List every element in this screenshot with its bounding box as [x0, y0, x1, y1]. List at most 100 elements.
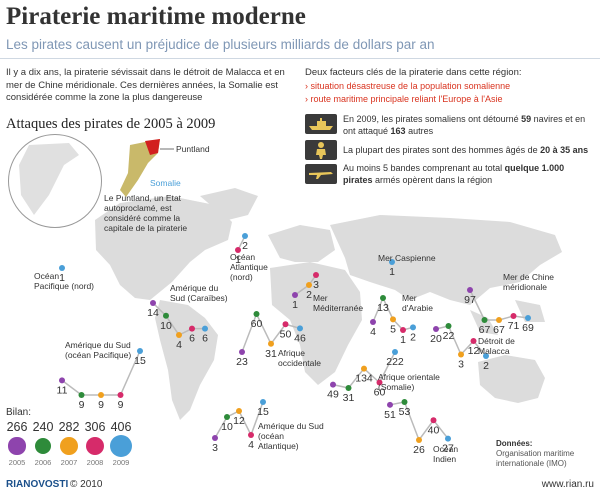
- region-point: [297, 325, 303, 332]
- label-afrique-orientale: Afrique orientale (Somalie): [378, 372, 440, 392]
- puntland-note: Le Puntland, un Etat autoproclamé, est c…: [104, 193, 188, 233]
- region-point: [525, 315, 531, 321]
- puntland-label: Puntland: [176, 144, 210, 154]
- bilan-year: 2005: [8, 458, 26, 467]
- region-point: [78, 392, 85, 398]
- region-point: [410, 324, 416, 331]
- factor-item: › route maritime principale reliant l'Eu…: [305, 94, 503, 104]
- factor-item: › situation désastreuse de la population…: [305, 81, 511, 91]
- label-chine-meridionale: Mer de Chine méridionale: [503, 272, 555, 292]
- region-value-label: 67: [479, 324, 491, 336]
- region-point: [117, 392, 124, 398]
- somalia-shape: [120, 139, 174, 197]
- region-value-label: 49: [327, 389, 339, 401]
- page-title: Piraterie maritime moderne: [6, 3, 306, 30]
- region-point: [306, 282, 312, 288]
- region-point: [430, 417, 437, 424]
- region-value-label: 9: [118, 399, 124, 411]
- region-point: [224, 414, 230, 420]
- region-point: [376, 379, 383, 386]
- region-point: [392, 349, 398, 355]
- region-point: [313, 272, 319, 278]
- region-point: [467, 287, 473, 293]
- region-point: [260, 399, 266, 405]
- rifle-icon: [305, 164, 337, 184]
- region-value-label: 10: [221, 421, 233, 433]
- region-value-label: 12: [468, 345, 480, 357]
- region-value-label: 2: [410, 331, 416, 343]
- label-mediterranee: Mer Méditerranée: [313, 293, 364, 313]
- pirate-man-icon: [305, 140, 337, 160]
- rianovosti-logo: RIANOVOSTI: [6, 479, 69, 490]
- label-pacifique-nord: Océan Pacifique (nord): [34, 271, 95, 291]
- bilan-year: 2007: [60, 458, 78, 467]
- bilan-year: 2009: [112, 458, 130, 467]
- region-point: [483, 353, 489, 359]
- region-value-label: 4: [176, 339, 182, 351]
- region-point: [163, 312, 169, 319]
- bilan-year: 2008: [86, 458, 104, 467]
- region-point: [59, 377, 65, 384]
- label-caspienne: Mer Caspienne: [378, 253, 436, 263]
- region-value-label: 22: [443, 330, 455, 342]
- region-point: [268, 340, 274, 347]
- region-point: [345, 385, 352, 391]
- fact-age: La plupart des pirates sont des hommes â…: [343, 145, 589, 155]
- region-value-label: 1: [59, 272, 65, 284]
- label-atlantique-nord: Océan Atlantique (nord): [230, 252, 268, 282]
- bilan-dot: [8, 437, 26, 455]
- bilan-value: 240: [32, 420, 54, 434]
- region-point: [150, 300, 156, 306]
- bilan-title: Bilan:: [6, 407, 32, 418]
- header-divider: [0, 58, 600, 59]
- somalie-label: Somalie: [150, 178, 181, 188]
- region-point: [248, 432, 254, 438]
- bilan-dot: [34, 437, 52, 455]
- bilan-dot: [110, 435, 132, 457]
- region-point: [292, 292, 298, 298]
- region-value-label: 40: [428, 424, 440, 436]
- region-point: [445, 435, 451, 442]
- factors-title: Deux facteurs clés de la piraterie dans …: [305, 67, 522, 78]
- region-value-label: 69: [522, 322, 534, 334]
- region-value-label: 222: [386, 356, 404, 368]
- region-value-label: 31: [343, 392, 355, 404]
- label-ocean-indien: Océan Indien: [433, 444, 459, 464]
- region-point: [389, 259, 395, 265]
- region-point: [458, 351, 464, 358]
- sources: Données: Organisation maritime internatio…: [496, 439, 575, 468]
- region-value-label: 27: [442, 443, 454, 455]
- region-value-label: 23: [236, 356, 248, 368]
- region-value-label: 20: [430, 333, 442, 345]
- section-title: Attaques des pirates de 2005 à 2009: [6, 116, 216, 132]
- region-value-label: 1: [400, 334, 406, 346]
- region-point: [510, 313, 517, 319]
- region-point: [98, 392, 104, 398]
- region-value-label: 6: [189, 333, 195, 345]
- region-point: [330, 381, 336, 388]
- region-value-label: 50: [280, 328, 292, 340]
- region-point: [390, 316, 396, 323]
- region-value-label: 15: [257, 406, 269, 418]
- bilan-value: 406: [110, 420, 132, 434]
- region-value-label: 10: [160, 320, 172, 332]
- region-point: [400, 327, 406, 333]
- region-value-label: 60: [374, 387, 386, 399]
- region-point: [445, 323, 452, 329]
- region-point: [235, 247, 241, 253]
- region-value-label: 31: [265, 348, 277, 360]
- region-point: [481, 317, 488, 323]
- source-url: www.rian.ru: [541, 479, 594, 490]
- region-value-label: 3: [212, 442, 218, 454]
- region-point: [236, 408, 242, 414]
- region-value-label: 134: [355, 373, 373, 385]
- region-value-label: 4: [370, 326, 376, 338]
- region-point: [137, 348, 143, 354]
- region-value-label: 67: [493, 324, 505, 336]
- region-value-label: 46: [294, 332, 306, 344]
- region-value-label: 3: [313, 279, 319, 291]
- region-point: [202, 325, 208, 332]
- region-value-label: 11: [57, 384, 68, 396]
